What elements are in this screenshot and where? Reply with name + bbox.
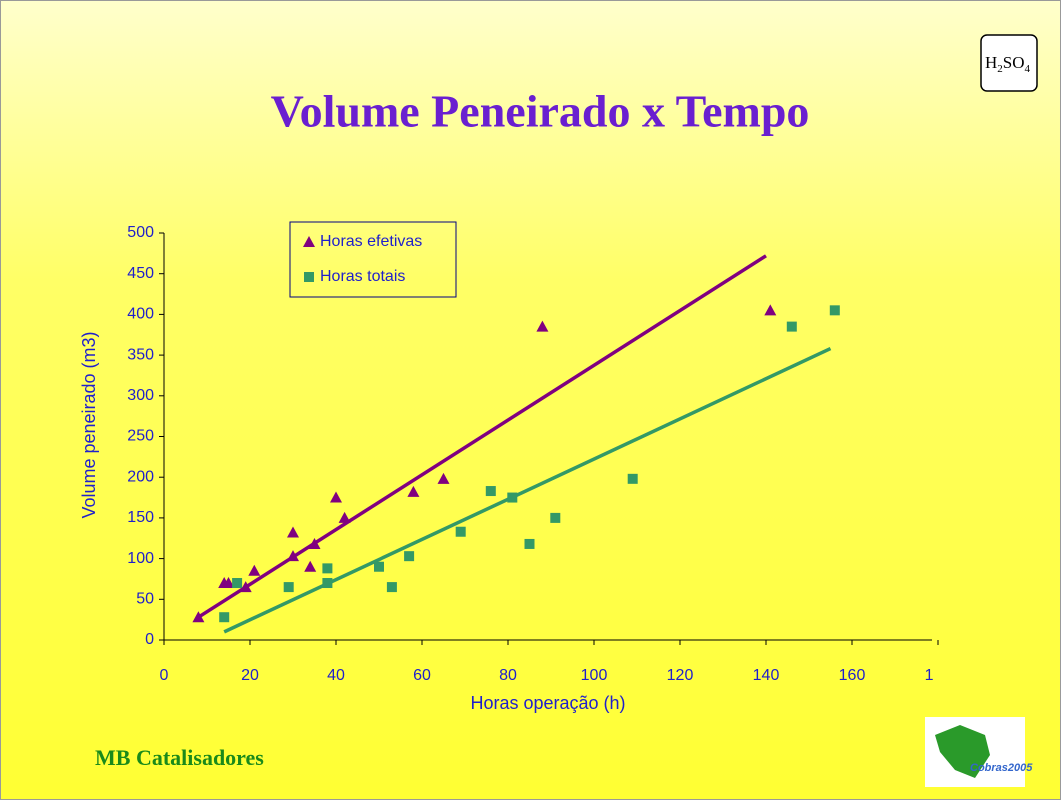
y-tick-label: 500 bbox=[127, 224, 154, 241]
square-marker bbox=[627, 473, 638, 484]
icon: H2SO4 bbox=[980, 34, 1038, 92]
icon-box bbox=[980, 34, 1038, 92]
x-tick-label: 100 bbox=[581, 667, 608, 684]
icon-part: SO bbox=[1003, 53, 1025, 72]
x-tick-label: 60 bbox=[413, 667, 431, 684]
triangle-marker bbox=[192, 611, 205, 623]
logo-map bbox=[935, 725, 990, 778]
x-tick-label: 140 bbox=[753, 667, 780, 684]
square-marker bbox=[829, 305, 840, 316]
square-marker bbox=[485, 486, 496, 497]
triangle-marker bbox=[239, 581, 252, 593]
square-marker bbox=[386, 582, 397, 593]
triangle-marker bbox=[330, 491, 342, 503]
triangle-marker bbox=[222, 577, 235, 589]
triangle-marker bbox=[308, 537, 321, 549]
x-tick-label: 20 bbox=[241, 667, 259, 684]
legend-label: Horas efetivas bbox=[320, 233, 422, 250]
square-marker bbox=[455, 526, 466, 537]
x-tick-label: 160 bbox=[839, 667, 866, 684]
y-tick-label: 300 bbox=[127, 387, 154, 404]
triangle-marker bbox=[338, 511, 351, 523]
square-marker bbox=[322, 563, 333, 574]
logo-text: Cobras2005 bbox=[970, 762, 1033, 774]
legend-label: Horas totais bbox=[320, 268, 405, 285]
logo: Cobras2005 bbox=[925, 717, 1033, 787]
triangle-marker bbox=[303, 236, 315, 247]
x-tick-label: 80 bbox=[499, 667, 517, 684]
x-axis-label: Horas operação (h) bbox=[470, 693, 625, 713]
y-tick-label: 150 bbox=[127, 509, 154, 526]
y-tick-label: 0 bbox=[145, 631, 154, 648]
legend-box bbox=[289, 221, 457, 298]
x-tick-label: 180 bbox=[925, 667, 952, 684]
x-tick-label: 120 bbox=[667, 667, 694, 684]
square-marker bbox=[374, 561, 384, 572]
y-axis-label: Volume peneirado (m3) bbox=[79, 331, 99, 518]
square-marker bbox=[550, 512, 561, 523]
triangle-marker bbox=[437, 472, 450, 484]
triangle-marker bbox=[248, 564, 261, 576]
square-marker bbox=[232, 578, 243, 589]
square-marker bbox=[524, 538, 535, 549]
square-marker bbox=[404, 551, 415, 562]
y-tick-label: 350 bbox=[127, 346, 154, 363]
square-marker bbox=[786, 321, 797, 332]
y-tick-label: 400 bbox=[127, 306, 154, 323]
x-tick-labels: 0 20 40 60 80 100 120 140 160 180 bbox=[160, 667, 952, 684]
triangle-marker bbox=[287, 550, 299, 562]
chart-title: Volume Peneirado x Tempo bbox=[271, 86, 810, 137]
x-tick-label: 40 bbox=[327, 667, 345, 684]
y-tick-label: 100 bbox=[127, 550, 154, 567]
icon-part: H bbox=[985, 53, 997, 72]
triangle-marker bbox=[287, 526, 299, 538]
triangle-marker bbox=[764, 304, 777, 316]
icon-part: 2 bbox=[997, 63, 1003, 75]
footer: MB Catalisadores bbox=[95, 745, 264, 770]
y-tick-label: 250 bbox=[127, 428, 154, 445]
x-tick-label: 0 bbox=[160, 667, 169, 684]
icon-text: H2SO4 bbox=[985, 53, 1031, 75]
y-tick-label: 450 bbox=[127, 265, 154, 282]
y-tick-label: 200 bbox=[127, 468, 154, 485]
square-marker bbox=[283, 582, 294, 593]
triangle-marker bbox=[407, 485, 420, 497]
triangle-marker bbox=[536, 320, 549, 332]
icon-part: 4 bbox=[1025, 63, 1031, 75]
y-tick-label: 50 bbox=[136, 591, 154, 608]
square-marker bbox=[304, 272, 314, 282]
triangle-marker bbox=[304, 560, 317, 572]
square-marker bbox=[507, 492, 518, 503]
square-marker bbox=[219, 612, 230, 623]
square-marker bbox=[322, 578, 333, 589]
